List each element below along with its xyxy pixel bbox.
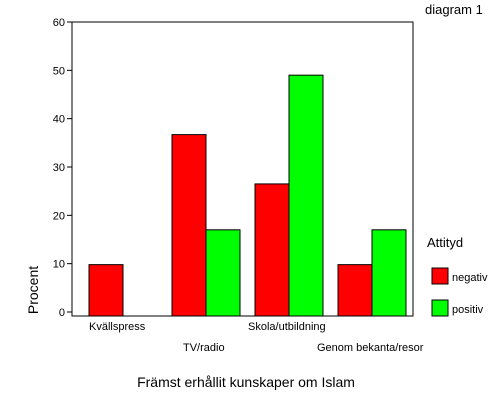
category-label: Kvällspress xyxy=(89,321,146,333)
bar-negativ-3 xyxy=(337,264,373,317)
legend-swatch-positiv xyxy=(431,299,449,317)
y-tick-label: 10 xyxy=(53,259,65,271)
category-label: Skola/utbildning xyxy=(248,321,326,333)
bar-negativ-1 xyxy=(171,134,207,317)
bars xyxy=(88,74,407,317)
plot-frame xyxy=(71,21,414,317)
y-tick-label: 60 xyxy=(53,17,65,29)
chart-title: diagram 1 xyxy=(425,2,483,17)
y-tick-label: 50 xyxy=(53,65,65,77)
legend-title: Attityd xyxy=(427,235,463,250)
y-tick-label: 30 xyxy=(53,162,65,174)
axes: 0 10 20 30 40 50 60 xyxy=(53,17,414,319)
bar-negativ-2 xyxy=(254,183,290,317)
legend: Attityd negativ positiv xyxy=(427,235,488,317)
y-tick-label: 0 xyxy=(59,307,65,319)
y-tick-label: 40 xyxy=(53,114,65,126)
bar-positiv-3 xyxy=(371,229,407,317)
legend-label: negativ xyxy=(452,272,488,284)
legend-swatch-negativ xyxy=(431,267,449,285)
bar-positiv-1 xyxy=(205,229,241,317)
category-labels: Kvällspress TV/radio Skola/utbildning Genom… xyxy=(89,321,424,354)
bar-positiv-2 xyxy=(288,74,324,317)
y-axis-label: Procent xyxy=(25,266,41,314)
bar-negativ-0 xyxy=(88,264,124,317)
y-tick-label: 20 xyxy=(53,210,65,222)
x-axis-label: Främst erhållit kunskaper om Islam xyxy=(137,374,355,390)
category-label: TV/radio xyxy=(183,342,225,354)
category-label: Genom bekanta/resor xyxy=(317,342,424,354)
legend-label: positiv xyxy=(452,304,484,316)
